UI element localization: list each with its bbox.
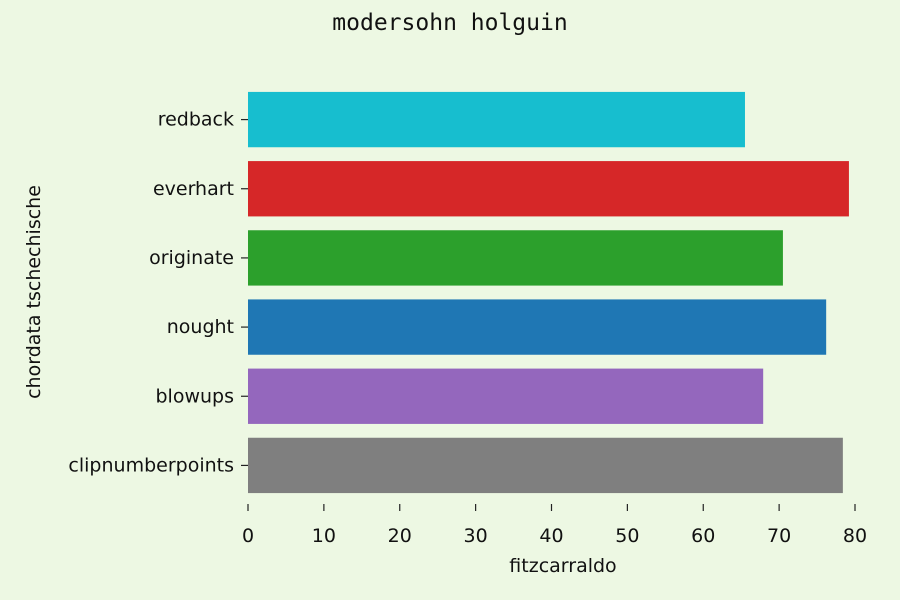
x-tick-label: 80 (843, 525, 867, 547)
x-axis-label: fitzcarraldo (509, 555, 616, 577)
x-tick-label: 10 (312, 525, 336, 547)
bar-nought (248, 299, 827, 355)
x-tick-label: 30 (464, 525, 488, 547)
y-tick-label: redback (158, 109, 234, 131)
bar-originate (248, 230, 783, 286)
bar-blowups (248, 368, 764, 424)
bars-group (248, 91, 849, 494)
y-axis-label: chordata tschechische (23, 185, 45, 399)
y-tick-label: everhart (153, 178, 234, 200)
x-axis: 0 10 20 30 40 50 60 70 80 (242, 504, 867, 547)
y-tick-label: clipnumberpoints (68, 454, 234, 476)
y-tick-label: nought (167, 316, 234, 338)
y-tick-label: originate (149, 247, 234, 269)
x-tick-label: 60 (691, 525, 715, 547)
x-tick-label: 0 (242, 525, 254, 547)
bar-everhart (248, 161, 849, 217)
x-tick-label: 50 (615, 525, 639, 547)
x-tick-label: 20 (388, 525, 412, 547)
y-tick-labels: redback everhart originate nought blowups cli… (68, 109, 248, 476)
x-tick-label: 40 (539, 525, 563, 547)
bar-redback (248, 91, 745, 148)
y-tick-label: blowups (155, 385, 234, 407)
x-tick-label: 70 (767, 525, 791, 547)
bar-clipnumberpoints (248, 437, 843, 494)
chart-title: modersohn holguin (332, 10, 567, 36)
